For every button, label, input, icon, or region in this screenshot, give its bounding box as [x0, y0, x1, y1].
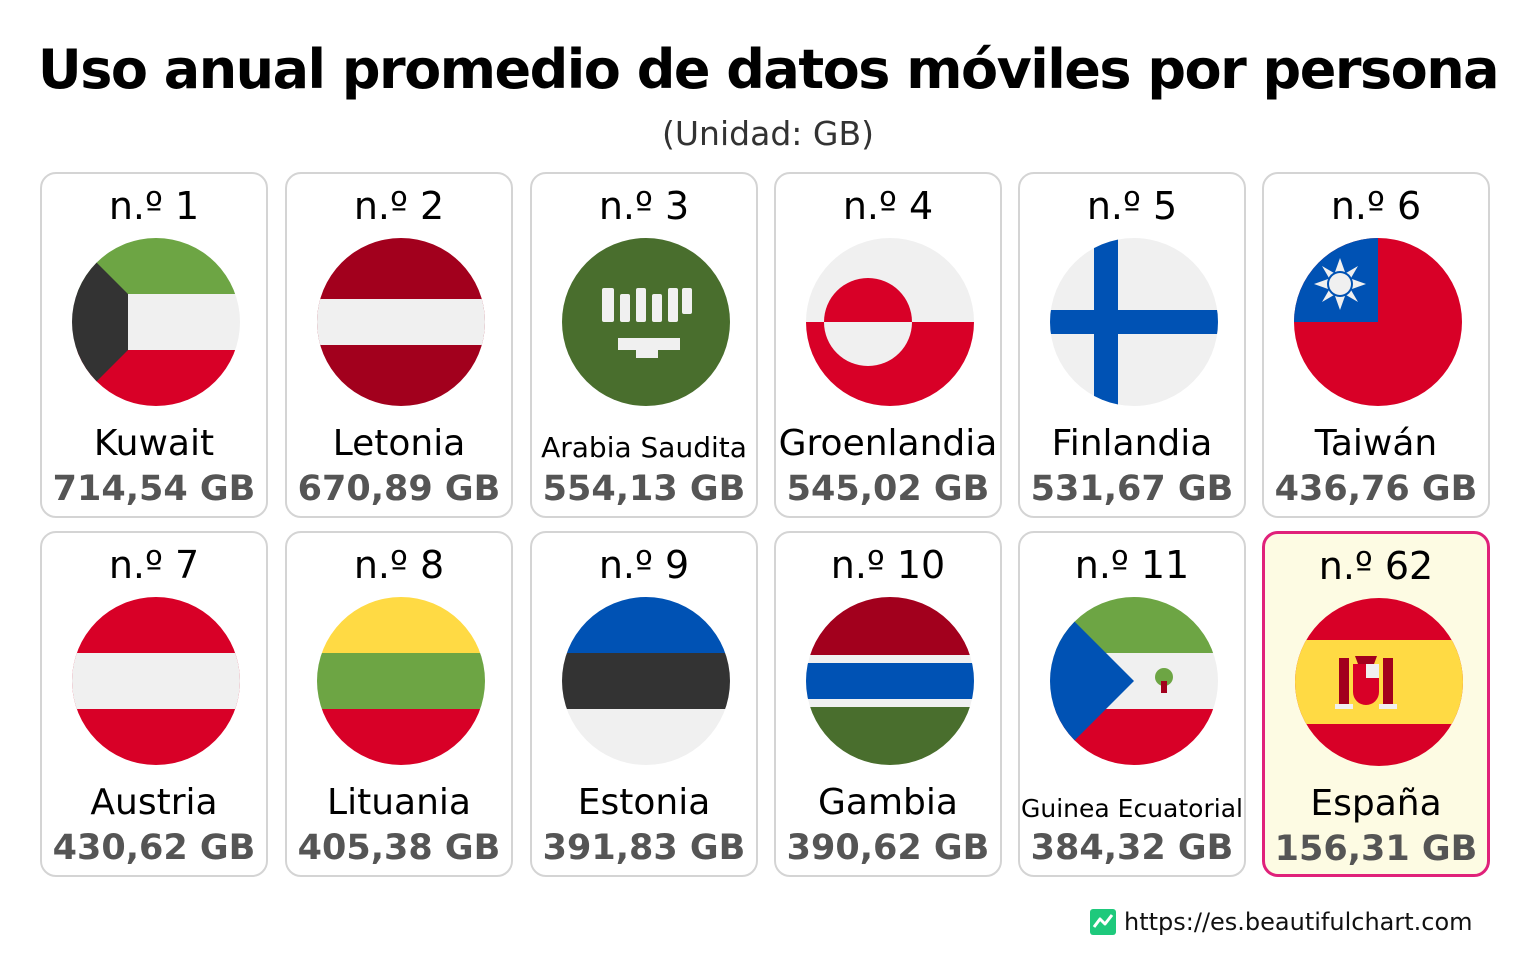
source-credit[interactable]: https://es.beautifulchart.com	[1090, 906, 1473, 938]
country-name: Arabia Saudita	[541, 431, 747, 464]
rank-label: n.º 9	[598, 543, 690, 587]
rank-label: n.º 10	[830, 543, 946, 587]
country-name: España	[1310, 783, 1442, 824]
estonia-flag-icon	[562, 597, 730, 765]
data-value: 554,13 GB	[542, 469, 746, 509]
gambia-flag-icon	[806, 597, 974, 765]
data-value: 670,89 GB	[297, 469, 501, 509]
country-card: n.º 10 Gambia 390,62 GB	[774, 531, 1002, 877]
taiwan-flag-icon	[1294, 238, 1462, 406]
saudi-arabia-flag-icon	[562, 238, 730, 406]
rank-label: n.º 4	[842, 184, 934, 228]
spain-flag-icon	[1295, 598, 1463, 766]
data-value: 714,54 GB	[52, 469, 256, 509]
country-card-highlighted: n.º 62 España 156,31 GB	[1262, 531, 1490, 877]
country-name: Taiwán	[1314, 423, 1438, 464]
country-card: n.º 5 Finlandia 531,67 GB	[1018, 172, 1246, 518]
greenland-flag-icon	[806, 238, 974, 406]
country-card: n.º 9 Estonia 391,83 GB	[530, 531, 758, 877]
country-card: n.º 1 Kuwait 714,54 GB	[40, 172, 268, 518]
source-url[interactable]: https://es.beautifulchart.com	[1124, 908, 1473, 936]
rank-label: n.º 11	[1074, 543, 1190, 587]
country-name: Groenlandia	[778, 423, 998, 464]
chart-title: Uso anual promedio de datos móviles por …	[37, 38, 1500, 101]
data-value: 531,67 GB	[1030, 469, 1234, 509]
data-value: 384,32 GB	[1030, 828, 1234, 868]
data-value: 430,62 GB	[52, 828, 256, 868]
equatorial-guinea-flag-icon	[1050, 597, 1218, 765]
country-name: Gambia	[818, 782, 958, 823]
data-value: 436,76 GB	[1274, 469, 1478, 509]
lithuania-flag-icon	[317, 597, 485, 765]
chart-logo-icon	[1090, 909, 1116, 935]
kuwait-flag-icon	[72, 238, 240, 406]
austria-flag-icon	[72, 597, 240, 765]
chart-subtitle: (Unidad: GB)	[662, 114, 874, 153]
rank-label: n.º 2	[353, 184, 445, 228]
ranking-grid: n.º 1 Kuwait 714,54 GB n.º 2 Letonia 670…	[40, 172, 1496, 880]
country-card: n.º 7 Austria 430,62 GB	[40, 531, 268, 877]
country-name: Finlandia	[1051, 423, 1213, 464]
country-name: Letonia	[332, 423, 466, 464]
country-card: n.º 6	[1262, 172, 1490, 518]
country-name: Estonia	[577, 782, 711, 823]
country-name: Austria	[90, 782, 218, 823]
rank-label: n.º 62	[1318, 544, 1434, 588]
rank-label: n.º 7	[108, 543, 200, 587]
rank-label: n.º 5	[1086, 184, 1178, 228]
latvia-flag-icon	[317, 238, 485, 406]
country-card: n.º 4 Groenlandia 545,02 GB	[774, 172, 1002, 518]
data-value: 156,31 GB	[1274, 829, 1478, 869]
data-value: 405,38 GB	[297, 828, 501, 868]
data-value: 391,83 GB	[542, 828, 746, 868]
country-name: Guinea Ecuatorial	[1021, 794, 1243, 823]
rank-label: n.º 3	[598, 184, 690, 228]
rank-label: n.º 6	[1330, 184, 1422, 228]
finland-flag-icon	[1050, 238, 1218, 406]
country-card: n.º 8 Lituania 405,38 GB	[285, 531, 513, 877]
rank-label: n.º 1	[108, 184, 200, 228]
data-value: 545,02 GB	[786, 469, 990, 509]
country-name: Kuwait	[93, 423, 215, 464]
country-card: n.º 11 Guinea Ecuatorial 384,32 GB	[1018, 531, 1246, 877]
country-card: n.º 2 Letonia 670,89 GB	[285, 172, 513, 518]
country-card: n.º 3 Arabia Saudita 554,13 GB	[530, 172, 758, 518]
rank-label: n.º 8	[353, 543, 445, 587]
country-name: Lituania	[327, 782, 471, 823]
data-value: 390,62 GB	[786, 828, 990, 868]
